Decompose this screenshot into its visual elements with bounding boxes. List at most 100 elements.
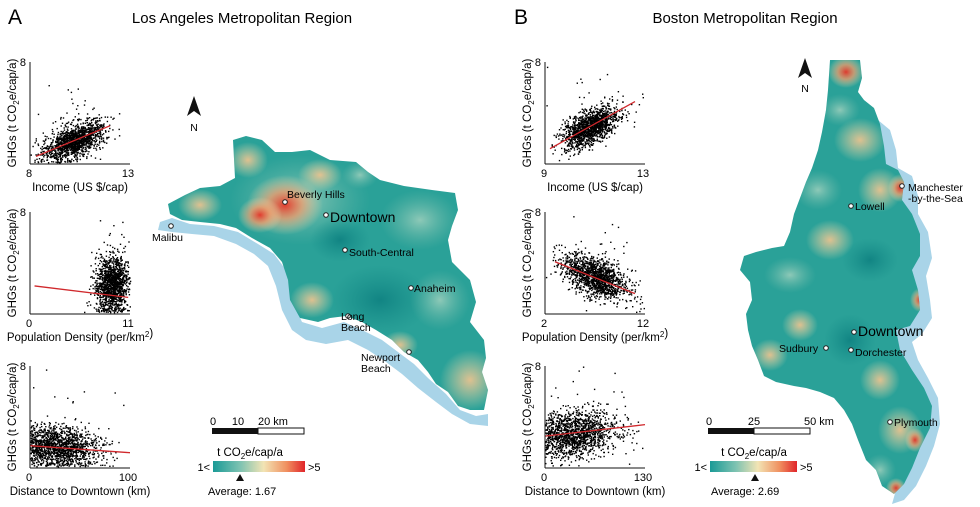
scatter-point bbox=[72, 456, 74, 458]
scatter-point bbox=[100, 292, 102, 294]
scatter-point bbox=[34, 455, 36, 457]
scatter-point bbox=[50, 439, 52, 441]
scatter-point bbox=[57, 156, 60, 158]
scatter-point bbox=[68, 456, 71, 458]
scatter-point bbox=[110, 311, 112, 314]
scatter-point bbox=[34, 459, 37, 461]
scatter-point bbox=[91, 444, 94, 446]
scatter-point bbox=[108, 300, 110, 303]
scatter-point bbox=[111, 309, 113, 311]
scatter-point bbox=[66, 140, 68, 142]
scatter-point bbox=[53, 149, 55, 151]
scatter-point bbox=[97, 264, 99, 267]
scatter-point bbox=[118, 280, 121, 282]
scatter-point bbox=[112, 291, 115, 293]
scatter-point bbox=[66, 146, 68, 148]
scatter-point bbox=[73, 148, 75, 150]
scatter-point bbox=[85, 147, 87, 149]
scatter-point bbox=[120, 260, 122, 262]
scatter-point bbox=[114, 278, 116, 281]
scatter-point bbox=[125, 261, 128, 263]
scatter-point bbox=[102, 257, 104, 259]
scatter-point bbox=[91, 143, 93, 146]
scatter-point bbox=[57, 139, 59, 141]
scatter-point bbox=[40, 161, 43, 163]
scatter-point bbox=[52, 139, 54, 141]
scatter-point bbox=[105, 285, 107, 288]
scatter-point bbox=[120, 303, 123, 305]
scatter-point bbox=[36, 439, 38, 441]
scatter-point bbox=[34, 161, 36, 163]
scatter-point bbox=[584, 143, 587, 145]
scatter-point bbox=[61, 143, 63, 145]
scatter-point bbox=[53, 136, 55, 138]
scatter-point bbox=[85, 452, 87, 455]
scatter-point bbox=[84, 454, 87, 457]
scatter-point bbox=[97, 456, 100, 458]
scatter-point bbox=[94, 143, 96, 145]
scatter-point bbox=[30, 437, 33, 439]
scatter-point bbox=[117, 277, 119, 279]
scatter-point bbox=[84, 465, 87, 467]
scatter-point bbox=[53, 441, 56, 443]
scatter-point bbox=[87, 128, 89, 131]
scatter-point bbox=[124, 300, 126, 303]
scatter-point bbox=[122, 289, 124, 292]
scatter-point bbox=[53, 463, 56, 465]
scatter-point bbox=[31, 429, 33, 432]
scatter-point bbox=[62, 146, 64, 148]
scatter-point bbox=[65, 144, 68, 146]
scatter-point bbox=[66, 151, 68, 154]
scatter-point bbox=[32, 145, 34, 148]
scatter-point bbox=[61, 445, 63, 447]
scatter-point bbox=[118, 299, 120, 301]
scatter-point bbox=[40, 154, 42, 156]
scatter-point bbox=[96, 139, 98, 141]
scatter-point bbox=[91, 138, 94, 141]
scatter-point bbox=[49, 422, 51, 425]
scatter-point bbox=[111, 271, 114, 274]
scatter-point bbox=[60, 440, 62, 443]
scatter-point bbox=[108, 289, 110, 292]
scatter-point bbox=[65, 446, 67, 448]
scatter-point bbox=[94, 258, 97, 260]
scatter-point bbox=[33, 387, 35, 389]
scatter-point bbox=[71, 458, 73, 460]
scatter-point bbox=[98, 427, 100, 430]
scatter-point bbox=[43, 440, 45, 442]
scatter-point bbox=[55, 446, 57, 448]
scatter-point bbox=[88, 132, 90, 134]
scatter-point bbox=[75, 444, 77, 446]
scatter-point bbox=[59, 460, 61, 463]
scatter-point bbox=[60, 439, 62, 441]
scatter-point bbox=[114, 273, 117, 275]
scatter-point bbox=[74, 156, 76, 158]
scatter-point bbox=[57, 141, 59, 143]
scatter-point bbox=[89, 461, 92, 463]
scatter-point bbox=[51, 440, 54, 442]
scatter-point bbox=[67, 438, 70, 441]
scatter-point bbox=[93, 433, 95, 435]
scatter-point bbox=[620, 116, 622, 119]
scatter-point bbox=[115, 274, 117, 276]
scatter-point bbox=[127, 291, 130, 293]
scatter-point bbox=[76, 462, 78, 465]
scatter-point bbox=[95, 127, 97, 129]
scatter-point bbox=[65, 135, 67, 138]
scatter-point bbox=[599, 133, 601, 136]
scatter-point bbox=[128, 288, 130, 290]
scatter-point bbox=[57, 466, 60, 468]
scatter-point bbox=[82, 456, 84, 458]
scatter-point bbox=[100, 288, 102, 290]
scatter-point bbox=[57, 460, 59, 462]
scatter-point bbox=[115, 304, 117, 306]
scatter-point bbox=[103, 125, 105, 127]
scatter-point bbox=[101, 278, 103, 281]
scatter-point bbox=[49, 151, 51, 153]
scatter-point bbox=[51, 150, 53, 152]
scatter-point bbox=[86, 137, 89, 140]
scatter-point bbox=[605, 132, 607, 134]
scatter-point bbox=[50, 154, 52, 156]
scatter-point bbox=[71, 142, 73, 144]
